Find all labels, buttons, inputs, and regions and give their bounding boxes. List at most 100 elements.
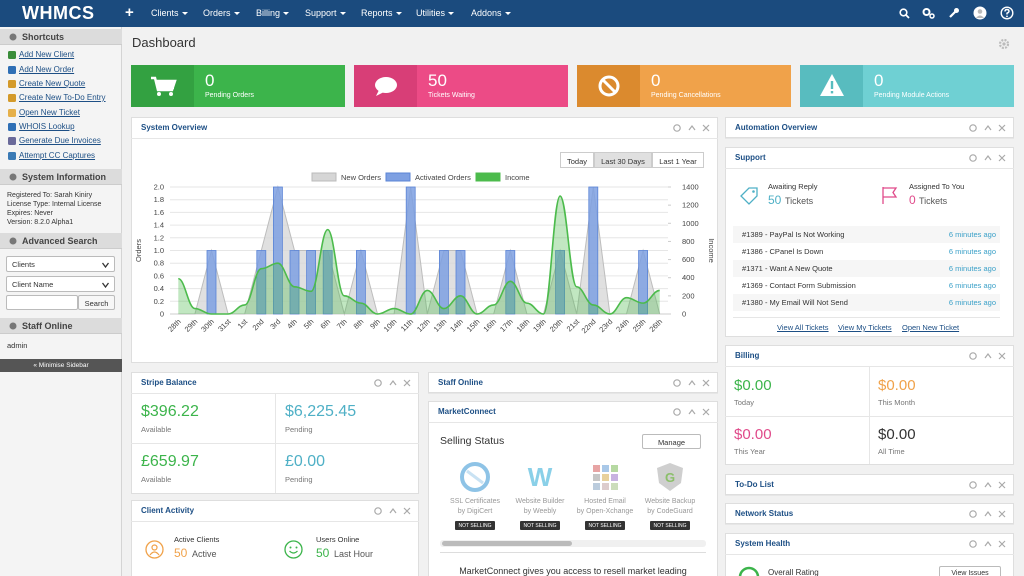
view-issues-button[interactable]: View Issues [939, 566, 1001, 576]
stat-tile-icon [814, 70, 850, 102]
status-badge: NOT SELLING [650, 521, 690, 530]
activity-value: 50 [316, 546, 330, 560]
ticket-row[interactable] [733, 277, 1000, 294]
billing-label: This Month [878, 398, 916, 407]
nav-menu-item[interactable]: Utilities [416, 8, 455, 18]
icon-part [374, 379, 411, 387]
sidebar-title: Advanced Search [22, 236, 98, 246]
support-link[interactable]: View All Tickets [777, 323, 829, 332]
shortcut-link[interactable]: Generate Due Invoices [19, 136, 101, 145]
search-button[interactable]: Search [78, 295, 115, 310]
avatar[interactable] [973, 6, 987, 20]
shortcut-link[interactable]: Open New Ticket [19, 108, 80, 117]
shortcut-icon [7, 151, 17, 161]
shortcut-link[interactable]: Create New To-Do Entry [19, 93, 106, 102]
icon-part [969, 481, 1006, 489]
icon-part [598, 75, 620, 97]
shortcut-link[interactable]: WHOIS Lookup [19, 122, 75, 131]
activity-unit: Last Hour [334, 549, 374, 559]
ticket-subject[interactable]: #1369 - Contact Form Submission [742, 281, 856, 290]
icon-part [673, 379, 681, 387]
x-tick-label: 2nd [251, 317, 266, 332]
support-link[interactable]: Open New Ticket [902, 323, 960, 332]
activity-icon [284, 540, 303, 559]
panel-header-line [131, 138, 718, 139]
stat-tile-icon [368, 70, 404, 102]
ticket-row[interactable] [733, 294, 1000, 311]
icon-part [374, 507, 382, 515]
icon-part [284, 540, 303, 559]
shortcut-link[interactable]: Attempt CC Captures [19, 151, 96, 160]
nav-menu-item[interactable]: Addons [471, 8, 511, 18]
shortcut-link[interactable]: Add New Client [19, 50, 75, 59]
ticket-time: 6 minutes ago [948, 298, 996, 307]
x-tick-label: 20th [548, 317, 565, 334]
search-input[interactable] [6, 295, 78, 310]
icon-part [611, 483, 618, 490]
y-tick-label: 1.6 [154, 208, 164, 217]
icon-part [883, 187, 898, 198]
ticket-row[interactable] [733, 226, 1000, 243]
manage-button[interactable]: Manage [642, 434, 701, 449]
staff-name: admin [7, 341, 28, 350]
icon-part [973, 6, 987, 20]
icon-part: G [657, 463, 683, 491]
legend-label: Activated Orders [415, 173, 471, 182]
icon-part [673, 408, 681, 416]
tag-icon [738, 185, 760, 207]
icon-part [820, 74, 844, 96]
minimise-sidebar[interactable]: « Minimise Sidebar [0, 359, 122, 372]
select[interactable]: Clients [6, 256, 115, 272]
shortcut-link[interactable]: Add New Order [19, 65, 75, 74]
tools-icon[interactable] [948, 7, 960, 19]
caret [339, 12, 346, 15]
settings-icon[interactable] [922, 7, 935, 19]
nav-menu-item[interactable]: Orders [203, 8, 240, 18]
panel-header-line [131, 393, 419, 394]
select[interactable]: Client Name [6, 276, 115, 292]
icon-part [998, 481, 1006, 489]
ticket-time: 6 minutes ago [948, 281, 996, 290]
x-tick-label: 6th [318, 317, 332, 331]
icon-part [403, 507, 411, 515]
nav-menu-item[interactable]: Billing [256, 8, 290, 18]
ticket-summary-unit: Tickets [919, 196, 948, 206]
panel-controls [373, 378, 413, 388]
ticket-subject[interactable]: #1386 - CPanel Is Down [742, 247, 824, 256]
range-button[interactable]: Last 30 Days [594, 152, 652, 168]
activity-label: Active Clients [174, 535, 220, 544]
icon-part [593, 465, 618, 490]
range-button[interactable]: Today [560, 152, 594, 168]
help-icon[interactable] [1000, 6, 1014, 20]
nav-menu-item[interactable]: Support [305, 8, 346, 18]
ticket-subject[interactable]: #1371 - Want A New Quote [742, 264, 833, 273]
ticket-row[interactable] [733, 243, 1000, 260]
icon-part [8, 109, 16, 117]
icon-part: W [528, 462, 553, 492]
nav-menu-item[interactable]: Reports [361, 8, 402, 18]
cell-divider [725, 416, 1014, 417]
ticket-row[interactable] [733, 260, 1000, 277]
select-caret [101, 281, 110, 289]
nav-menu-item[interactable]: Clients [151, 8, 188, 18]
shortcut-link[interactable]: Create New Quote [19, 79, 86, 88]
panel-controls [968, 351, 1008, 361]
ticket-subject[interactable]: #1389 - PayPal Is Not Working [742, 230, 845, 239]
sidebar-title: System Information [22, 172, 107, 182]
panel-title: Billing [735, 351, 760, 360]
add-button[interactable]: + [125, 4, 134, 21]
caret [448, 12, 455, 15]
icon-part [8, 94, 16, 102]
balance-amount: $396.22 [141, 403, 199, 420]
icon-part [8, 109, 16, 117]
support-link[interactable]: View My Tickets [838, 323, 892, 332]
panel-title: To-Do List [735, 480, 774, 489]
range-button[interactable]: Last 1 Year [652, 152, 704, 168]
icon-part [9, 322, 17, 330]
ticket-subject[interactable]: #1380 - My Email Will Not Send [742, 298, 848, 307]
y-axis-title: Orders [134, 239, 143, 262]
search-icon[interactable] [899, 8, 910, 19]
icon-part [984, 511, 992, 517]
panel [725, 503, 1014, 524]
